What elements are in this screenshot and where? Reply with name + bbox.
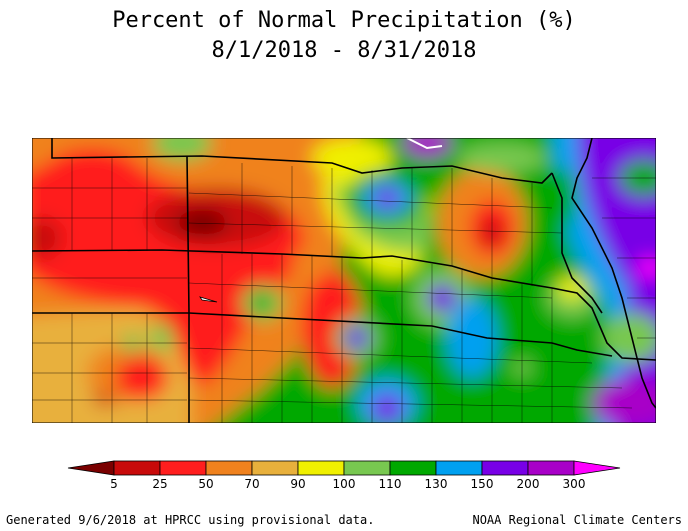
legend-labels: 5 25 50 70 90 100 110 130 150 200 300 [110,477,585,491]
legend-label: 200 [517,477,540,491]
legend-label: 110 [379,477,402,491]
legend-segment [67,460,115,476]
map-title: Percent of Normal Precipitation (%) [112,8,576,33]
reservoir-shape [199,296,218,303]
legend-segment [251,460,299,476]
legend-segment [573,460,621,476]
legend-segment [297,460,345,476]
river-shape [406,138,443,150]
legend-label: 100 [333,477,356,491]
precipitation-map [32,138,656,423]
legend-segment [389,460,437,476]
date-range: 8/1/2018 - 8/31/2018 [211,38,477,63]
county-lines [32,158,656,423]
legend-segment [527,460,575,476]
legend-segment [159,460,207,476]
legend-label: 90 [290,477,305,491]
legend-label: 5 [110,477,118,491]
legend-label: 130 [425,477,448,491]
legend-segment [481,460,529,476]
color-scale-legend: 5 25 50 70 90 100 110 130 150 200 300 [67,460,621,491]
legend-segment [343,460,391,476]
legend-label: 150 [471,477,494,491]
generated-note: Generated 9/6/2018 at HPRCC using provis… [6,513,375,527]
legend-segment [435,460,483,476]
legend-label: 300 [563,477,586,491]
legend-segment [205,460,253,476]
precip-contours [32,138,656,423]
legend-label: 50 [198,477,213,491]
source-credit: NOAA Regional Climate Centers [472,513,682,527]
legend-label: 25 [152,477,167,491]
legend-label: 70 [244,477,259,491]
legend-segment [113,460,161,476]
legend-segments [67,460,621,476]
